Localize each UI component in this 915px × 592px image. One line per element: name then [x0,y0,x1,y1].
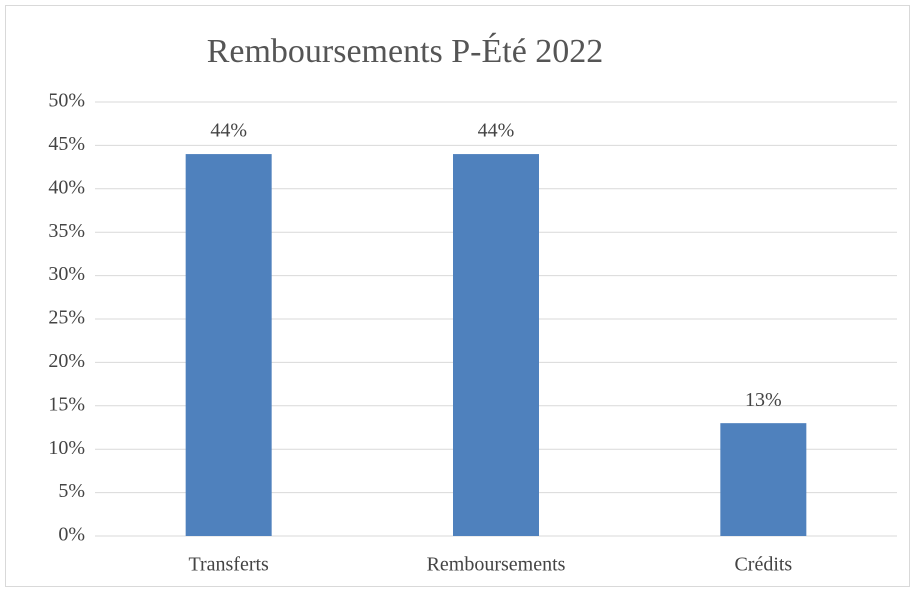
x-tick-label: Crédits [734,554,792,576]
bar [720,423,807,536]
data-label: 44% [210,120,247,142]
bar [185,154,272,536]
x-tick-label: Remboursements [427,554,566,576]
chart-title: Remboursements P-Été 2022 [207,33,604,70]
y-tick-label: 40% [48,176,85,198]
y-tick-label: 10% [48,437,85,459]
bar [453,154,539,536]
x-tick-label: Transferts [188,554,269,576]
y-tick-label: 25% [48,307,85,329]
y-tick-label: 35% [48,220,85,242]
data-label: 13% [745,389,782,411]
y-tick-label: 30% [48,263,85,285]
y-tick-label: 15% [48,393,85,415]
y-tick-label: 0% [58,524,85,546]
y-tick-label: 45% [48,133,85,155]
data-label: 44% [478,120,515,142]
y-tick-label: 50% [48,90,85,112]
y-tick-label: 20% [48,350,85,372]
y-tick-label: 5% [58,480,85,502]
